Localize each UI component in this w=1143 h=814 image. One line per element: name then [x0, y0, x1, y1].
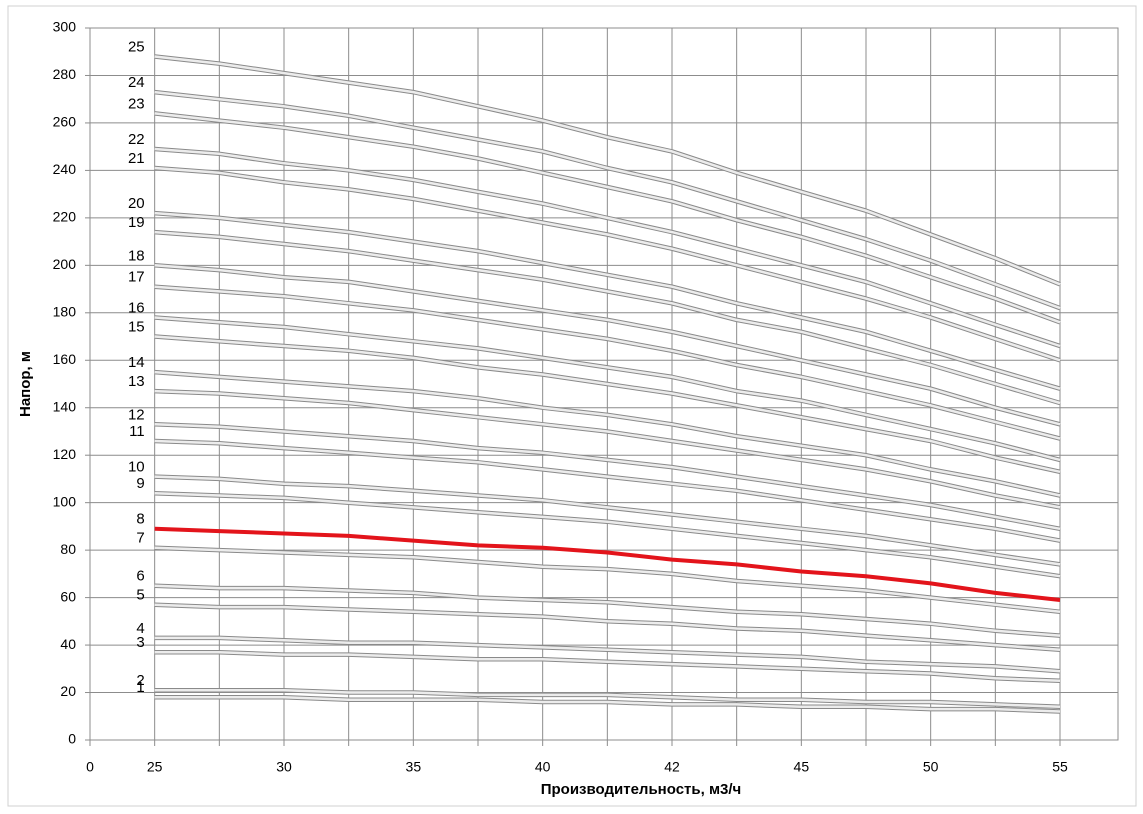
curve [154, 90, 1061, 310]
curve [154, 491, 1061, 578]
series-label: 11 [129, 423, 145, 440]
series-label: 25 [128, 38, 145, 55]
x-axis-title: Производительность, м3/ч [541, 781, 742, 798]
series-label: 8 [136, 511, 144, 528]
series-label: 23 [128, 95, 145, 112]
series-label: 16 [128, 300, 145, 317]
x-tick-label: 40 [535, 759, 551, 775]
series-label: 21 [128, 150, 145, 167]
curve [154, 636, 1061, 673]
labels: 1234567891011121314151617181920212223242… [128, 38, 145, 696]
x-tick-label: 35 [406, 759, 422, 775]
curve [154, 335, 1061, 474]
series-label: 9 [136, 475, 144, 492]
curve [154, 423, 1061, 531]
y-tick-label: 140 [53, 398, 77, 414]
curve [154, 211, 1061, 390]
y-tick-label: 100 [53, 493, 77, 509]
y-axis-title: Напор, м [17, 351, 34, 417]
series-label: 6 [136, 568, 144, 585]
series-label: 1 [136, 679, 144, 696]
series-label: 15 [128, 319, 145, 336]
curve [154, 650, 1061, 682]
y-tick-label: 0 [68, 731, 76, 747]
curve [154, 55, 1061, 286]
x-tick-label: 0 [86, 759, 94, 775]
curve [154, 526, 1061, 602]
curve [154, 696, 1061, 713]
curve [154, 316, 1061, 462]
series-label: 13 [128, 373, 145, 390]
series-label: 24 [128, 74, 145, 91]
series-label: 4 [136, 620, 144, 637]
series-label: 14 [128, 354, 145, 371]
y-tick-label: 180 [53, 304, 77, 320]
curve [154, 264, 1061, 426]
y-tick-label: 20 [60, 683, 76, 699]
x-tick-label: 25 [147, 759, 163, 775]
curve [154, 546, 1061, 614]
y-tick-label: 300 [53, 19, 77, 35]
series-label: 18 [128, 247, 145, 264]
series-label: 17 [128, 269, 145, 286]
y-tick-label: 60 [60, 588, 76, 604]
curve [154, 285, 1061, 440]
x-tick-label: 42 [664, 759, 680, 775]
curves [154, 54, 1061, 714]
curve [154, 688, 1061, 709]
y-tick-label: 160 [53, 351, 77, 367]
y-tick-label: 280 [53, 66, 77, 82]
curve [154, 439, 1061, 542]
y-tick-label: 220 [53, 209, 77, 225]
y-tick-label: 260 [53, 114, 77, 130]
x-tick-label: 55 [1052, 759, 1068, 775]
y-tick-label: 40 [60, 636, 76, 652]
curve [154, 166, 1061, 362]
series-label: 12 [128, 406, 145, 423]
series-label: 20 [128, 195, 145, 212]
curve [154, 475, 1061, 566]
plot-border [89, 27, 1119, 741]
curve [154, 112, 1061, 324]
series-label: 7 [136, 530, 144, 547]
series-label: 5 [136, 587, 144, 604]
curve [154, 603, 1061, 652]
series-label: 22 [128, 131, 145, 148]
curve [154, 230, 1061, 405]
x-tick-label: 50 [923, 759, 939, 775]
curve [154, 370, 1061, 497]
y-tick-label: 120 [53, 446, 77, 462]
curve [154, 584, 1061, 637]
series-label: 2 [136, 672, 144, 689]
y-tick-label: 80 [60, 541, 76, 557]
x-tick-label: 45 [794, 759, 810, 775]
curve [154, 389, 1061, 509]
series-label: 19 [128, 214, 145, 231]
y-tick-label: 200 [53, 256, 77, 272]
y-tick-label: 240 [53, 161, 77, 177]
curve [154, 147, 1061, 348]
series-label: 3 [136, 634, 144, 651]
x-tick-label: 30 [276, 759, 292, 775]
series-label: 10 [128, 459, 145, 476]
